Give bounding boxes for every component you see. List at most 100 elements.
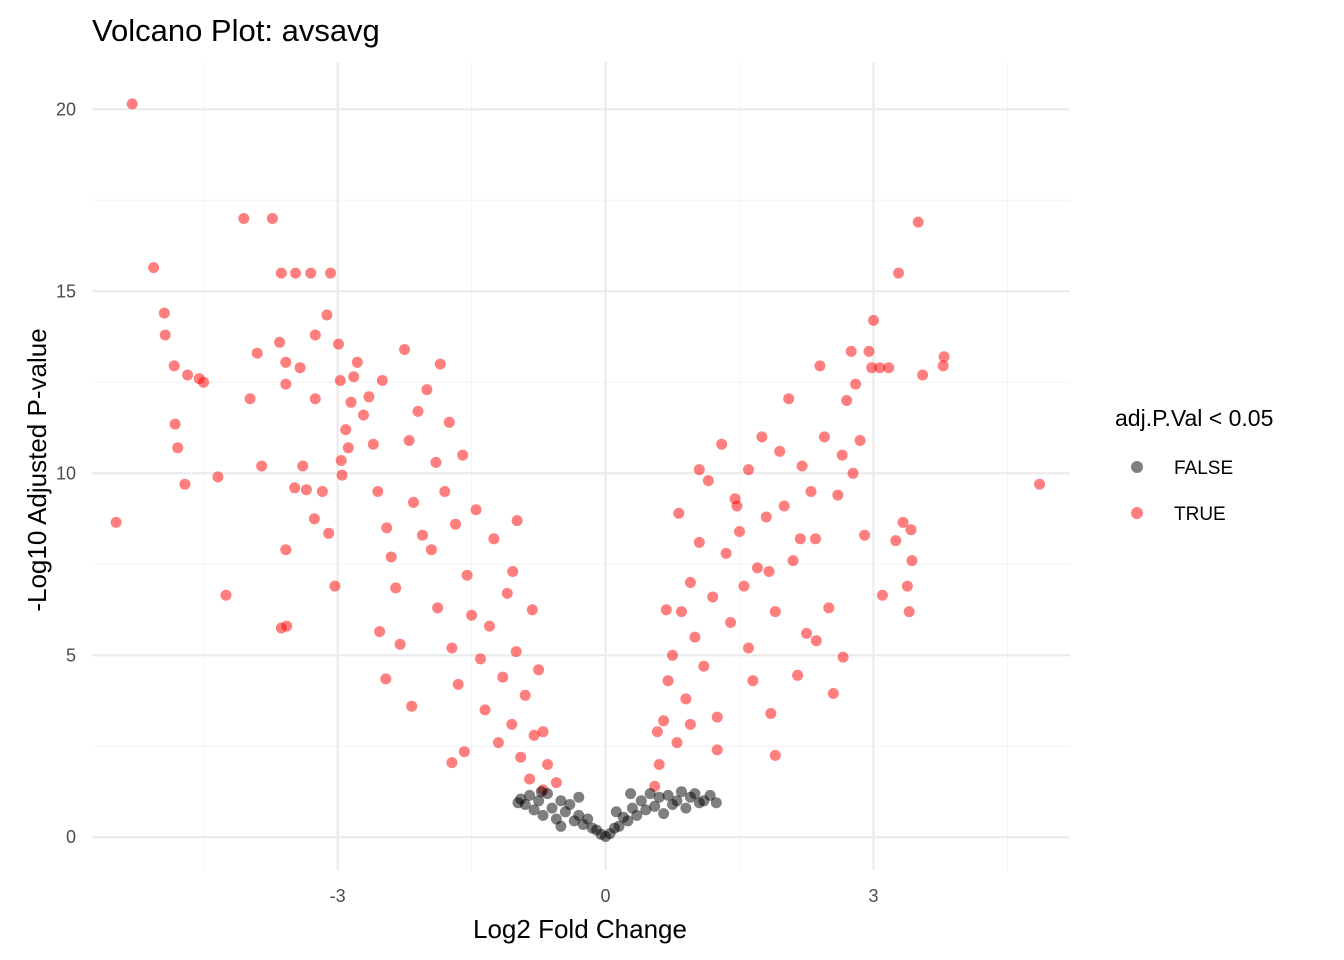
data-point-true <box>906 555 918 567</box>
data-point-true <box>148 262 160 274</box>
data-point-true <box>805 486 817 497</box>
legend: FALSE TRUE <box>1131 458 1233 525</box>
data-point-true <box>169 418 181 430</box>
data-point-true <box>837 651 849 663</box>
data-point-true <box>316 486 328 497</box>
data-point-true <box>533 664 545 676</box>
x-axis-ticks: -3 0 3 <box>330 886 879 906</box>
data-point-true <box>836 449 848 461</box>
data-point-true <box>385 551 397 563</box>
data-point-true <box>367 438 379 450</box>
data-point-true <box>794 533 806 545</box>
data-point-true <box>452 678 464 690</box>
data-point-true <box>403 435 415 446</box>
data-point-true <box>814 360 826 372</box>
data-point-true <box>417 529 428 541</box>
data-point-true <box>168 360 180 372</box>
data-point-false <box>704 789 716 801</box>
data-point-false <box>644 788 656 800</box>
data-point-true <box>363 391 375 403</box>
data-point-true <box>903 606 915 618</box>
data-point-true <box>511 515 523 527</box>
data-point-true <box>479 704 491 716</box>
data-point-true <box>526 604 538 616</box>
data-point-true <box>457 449 469 461</box>
data-point-true <box>702 475 714 487</box>
data-point-true <box>738 580 750 592</box>
data-point-true <box>297 460 309 472</box>
data-point-true <box>466 609 478 621</box>
data-point-true <box>890 535 902 547</box>
data-point-true <box>280 356 292 368</box>
data-point-true <box>832 489 844 501</box>
data-point-true <box>212 471 224 483</box>
series-false <box>512 786 722 842</box>
data-point-true <box>866 362 878 374</box>
data-point-true <box>340 424 352 436</box>
data-point-true <box>345 396 357 408</box>
data-point-false <box>610 806 622 818</box>
data-point-true <box>335 455 347 466</box>
data-point-true <box>333 338 344 350</box>
data-point-true <box>734 526 745 537</box>
data-point-true <box>673 507 685 519</box>
data-point-true <box>778 500 790 512</box>
data-point-true <box>519 689 531 701</box>
data-point-true <box>707 591 719 603</box>
data-point-true <box>671 737 683 749</box>
y-tick-label: 5 <box>66 645 76 665</box>
data-point-false <box>537 809 549 821</box>
data-point-true <box>425 544 437 556</box>
y-tick-label: 15 <box>56 281 76 301</box>
data-point-true <box>810 533 821 545</box>
data-point-true <box>321 309 333 321</box>
data-point-true <box>1034 478 1046 490</box>
data-point-false <box>635 795 647 807</box>
data-point-true <box>774 445 786 457</box>
data-point-true <box>528 729 540 741</box>
data-point-true <box>783 393 795 405</box>
data-point-true <box>394 638 406 650</box>
data-point-true <box>281 620 293 632</box>
data-point-true <box>308 513 320 525</box>
data-point-false <box>640 804 652 816</box>
data-point-false <box>533 795 545 807</box>
data-point-false <box>671 795 683 807</box>
data-point-true <box>488 533 500 545</box>
data-point-true <box>492 737 504 749</box>
data-point-true <box>876 589 888 601</box>
data-point-true <box>787 555 799 567</box>
data-point-true <box>937 360 949 372</box>
legend-key-true <box>1131 507 1143 519</box>
data-point-true <box>684 577 696 588</box>
data-point-false <box>573 791 585 803</box>
plot-grid <box>92 62 1070 870</box>
data-point-false <box>631 809 643 821</box>
data-point-true <box>336 469 348 481</box>
data-point-true <box>294 362 306 374</box>
data-point-true <box>470 504 482 516</box>
data-point-true <box>912 216 924 228</box>
data-point-true <box>874 362 886 374</box>
data-point-true <box>859 529 871 541</box>
data-point-false <box>662 789 674 801</box>
data-point-true <box>725 617 737 628</box>
data-point-true <box>524 773 536 785</box>
data-point-true <box>662 675 674 687</box>
data-point-true <box>412 405 424 417</box>
data-point-false <box>524 789 536 801</box>
data-point-true <box>680 693 692 705</box>
data-point-true <box>381 522 393 534</box>
data-point-true <box>289 482 301 494</box>
data-point-true <box>430 456 442 468</box>
data-point-true <box>372 486 384 497</box>
data-point-true <box>751 562 763 574</box>
data-point-true <box>689 631 701 643</box>
data-point-true <box>334 375 346 386</box>
data-point-true <box>126 98 138 110</box>
data-point-true <box>475 653 486 665</box>
data-point-true <box>323 527 335 539</box>
legend-title: adj.P.Val < 0.05 <box>1115 405 1273 431</box>
data-point-true <box>660 604 672 616</box>
